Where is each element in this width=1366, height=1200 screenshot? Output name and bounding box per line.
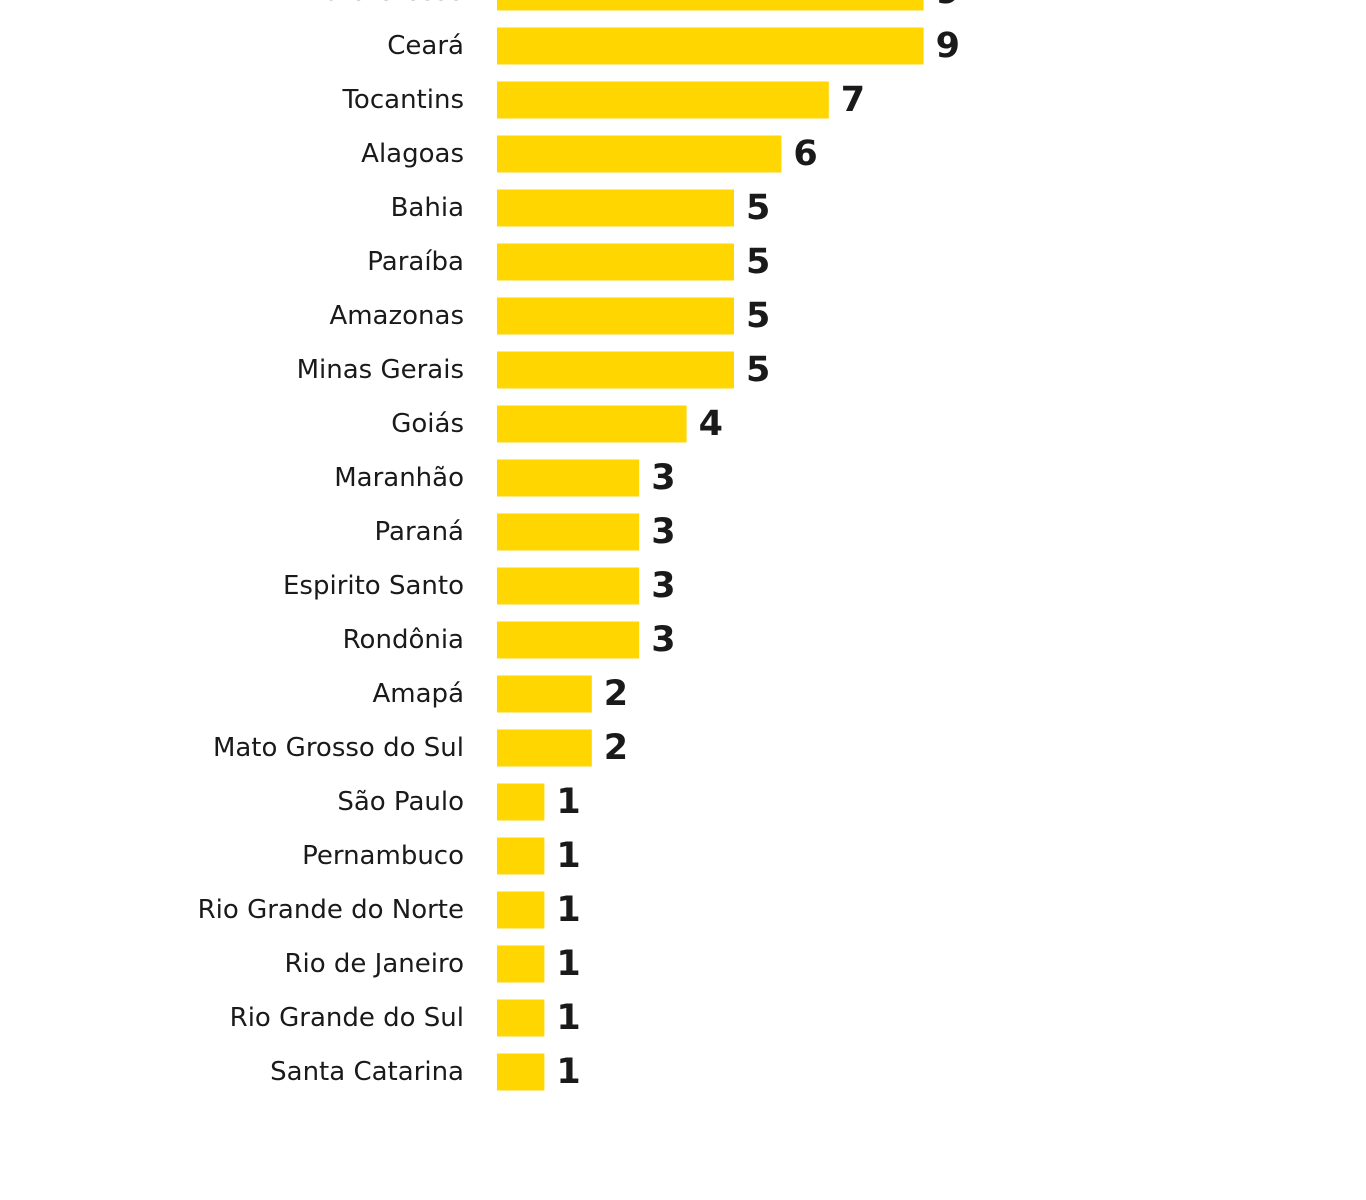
- bar-row: Rondônia 3: [343, 620, 676, 660]
- bar-row: Ceará 9: [387, 26, 960, 66]
- value-label: 7: [841, 80, 865, 120]
- value-label: 2: [604, 674, 628, 714]
- bar-row: Amazonas 5: [329, 296, 770, 336]
- category-label: Goiás: [391, 409, 464, 439]
- value-label: 1: [556, 944, 580, 984]
- value-label: 9: [936, 26, 960, 66]
- category-label: Pernambuco: [302, 841, 464, 871]
- bar-row: Rio Grande do Norte 1: [198, 890, 581, 930]
- bar: [497, 945, 545, 983]
- bar-row: Espirito Santo 3: [283, 566, 676, 606]
- category-label: Espirito Santo: [283, 571, 464, 601]
- bar-row: Minas Gerais 5: [297, 350, 771, 390]
- value-label: 5: [746, 296, 770, 336]
- bar: [497, 567, 640, 605]
- category-label: Minas Gerais: [297, 355, 464, 385]
- value-label: 5: [746, 188, 770, 228]
- value-label: 6: [793, 134, 817, 174]
- value-label: 1: [556, 1052, 580, 1092]
- category-label: Rio de Janeiro: [284, 949, 464, 979]
- value-label: 5: [746, 242, 770, 282]
- bar-row: Alagoas 6: [361, 134, 818, 174]
- bar: [497, 837, 545, 875]
- bar-row: Maranhão 3: [334, 458, 675, 498]
- bar-row: Paraná 3: [375, 512, 676, 552]
- bar-row: Rio Grande do Sul 1: [230, 998, 581, 1038]
- value-label: 2: [604, 728, 628, 768]
- bar: [497, 27, 924, 65]
- bars-group: Mato Grosso 9 Ceará 9 Tocantins 7 Alagoas 6 Bahi…: [198, 0, 960, 1092]
- bar: [497, 459, 640, 497]
- bar-row: Santa Catarina 1: [270, 1052, 581, 1092]
- category-label: Mato Grosso: [302, 0, 464, 7]
- bar: [497, 999, 545, 1037]
- category-label: Tocantins: [341, 85, 464, 115]
- value-label: 4: [699, 404, 723, 444]
- bar: [497, 243, 734, 281]
- value-label: 3: [651, 620, 675, 660]
- bar-row: Mato Grosso do Sul 2: [213, 728, 628, 768]
- bar: [497, 513, 640, 551]
- category-label: Amazonas: [329, 301, 464, 331]
- value-label: 1: [556, 998, 580, 1038]
- category-label: São Paulo: [337, 787, 464, 817]
- bar: [497, 189, 734, 227]
- bar: [497, 297, 734, 335]
- value-label: 1: [556, 782, 580, 822]
- value-label: 3: [651, 566, 675, 606]
- bar: [497, 405, 687, 443]
- bar-row: São Paulo 1: [337, 782, 580, 822]
- category-label: Ceará: [387, 31, 464, 61]
- bar-row: Rio de Janeiro 1: [284, 944, 580, 984]
- category-label: Rondônia: [343, 625, 464, 655]
- bar: [497, 0, 924, 11]
- value-label: 5: [746, 350, 770, 390]
- category-label: Mato Grosso do Sul: [213, 733, 464, 763]
- category-label: Amapá: [373, 679, 464, 709]
- value-label: 9: [936, 0, 960, 12]
- bar: [497, 135, 782, 173]
- bar: [497, 1053, 545, 1091]
- category-label: Bahia: [391, 193, 464, 223]
- category-label: Rio Grande do Norte: [198, 895, 464, 925]
- bar: [497, 891, 545, 929]
- bar-row: Mato Grosso 9: [302, 0, 960, 12]
- category-label: Santa Catarina: [270, 1057, 464, 1087]
- bar: [497, 783, 545, 821]
- bar: [497, 675, 592, 713]
- bar-row: Goiás 4: [391, 404, 723, 444]
- value-label: 3: [651, 458, 675, 498]
- bar-row: Paraíba 5: [367, 242, 770, 282]
- category-label: Maranhão: [334, 463, 464, 493]
- bar-row: Tocantins 7: [341, 80, 865, 120]
- bar: [497, 351, 734, 389]
- bar-row: Bahia 5: [391, 188, 771, 228]
- category-label: Paraíba: [367, 247, 464, 277]
- bar: [497, 621, 640, 659]
- category-label: Alagoas: [361, 139, 464, 169]
- bar-row: Amapá 2: [373, 674, 629, 714]
- value-label: 1: [556, 890, 580, 930]
- value-label: 3: [651, 512, 675, 552]
- category-label: Paraná: [375, 517, 464, 547]
- bar: [497, 81, 829, 119]
- bar-row: Pernambuco 1: [302, 836, 581, 876]
- bar: [497, 729, 592, 767]
- value-label: 1: [556, 836, 580, 876]
- category-label: Rio Grande do Sul: [230, 1003, 464, 1033]
